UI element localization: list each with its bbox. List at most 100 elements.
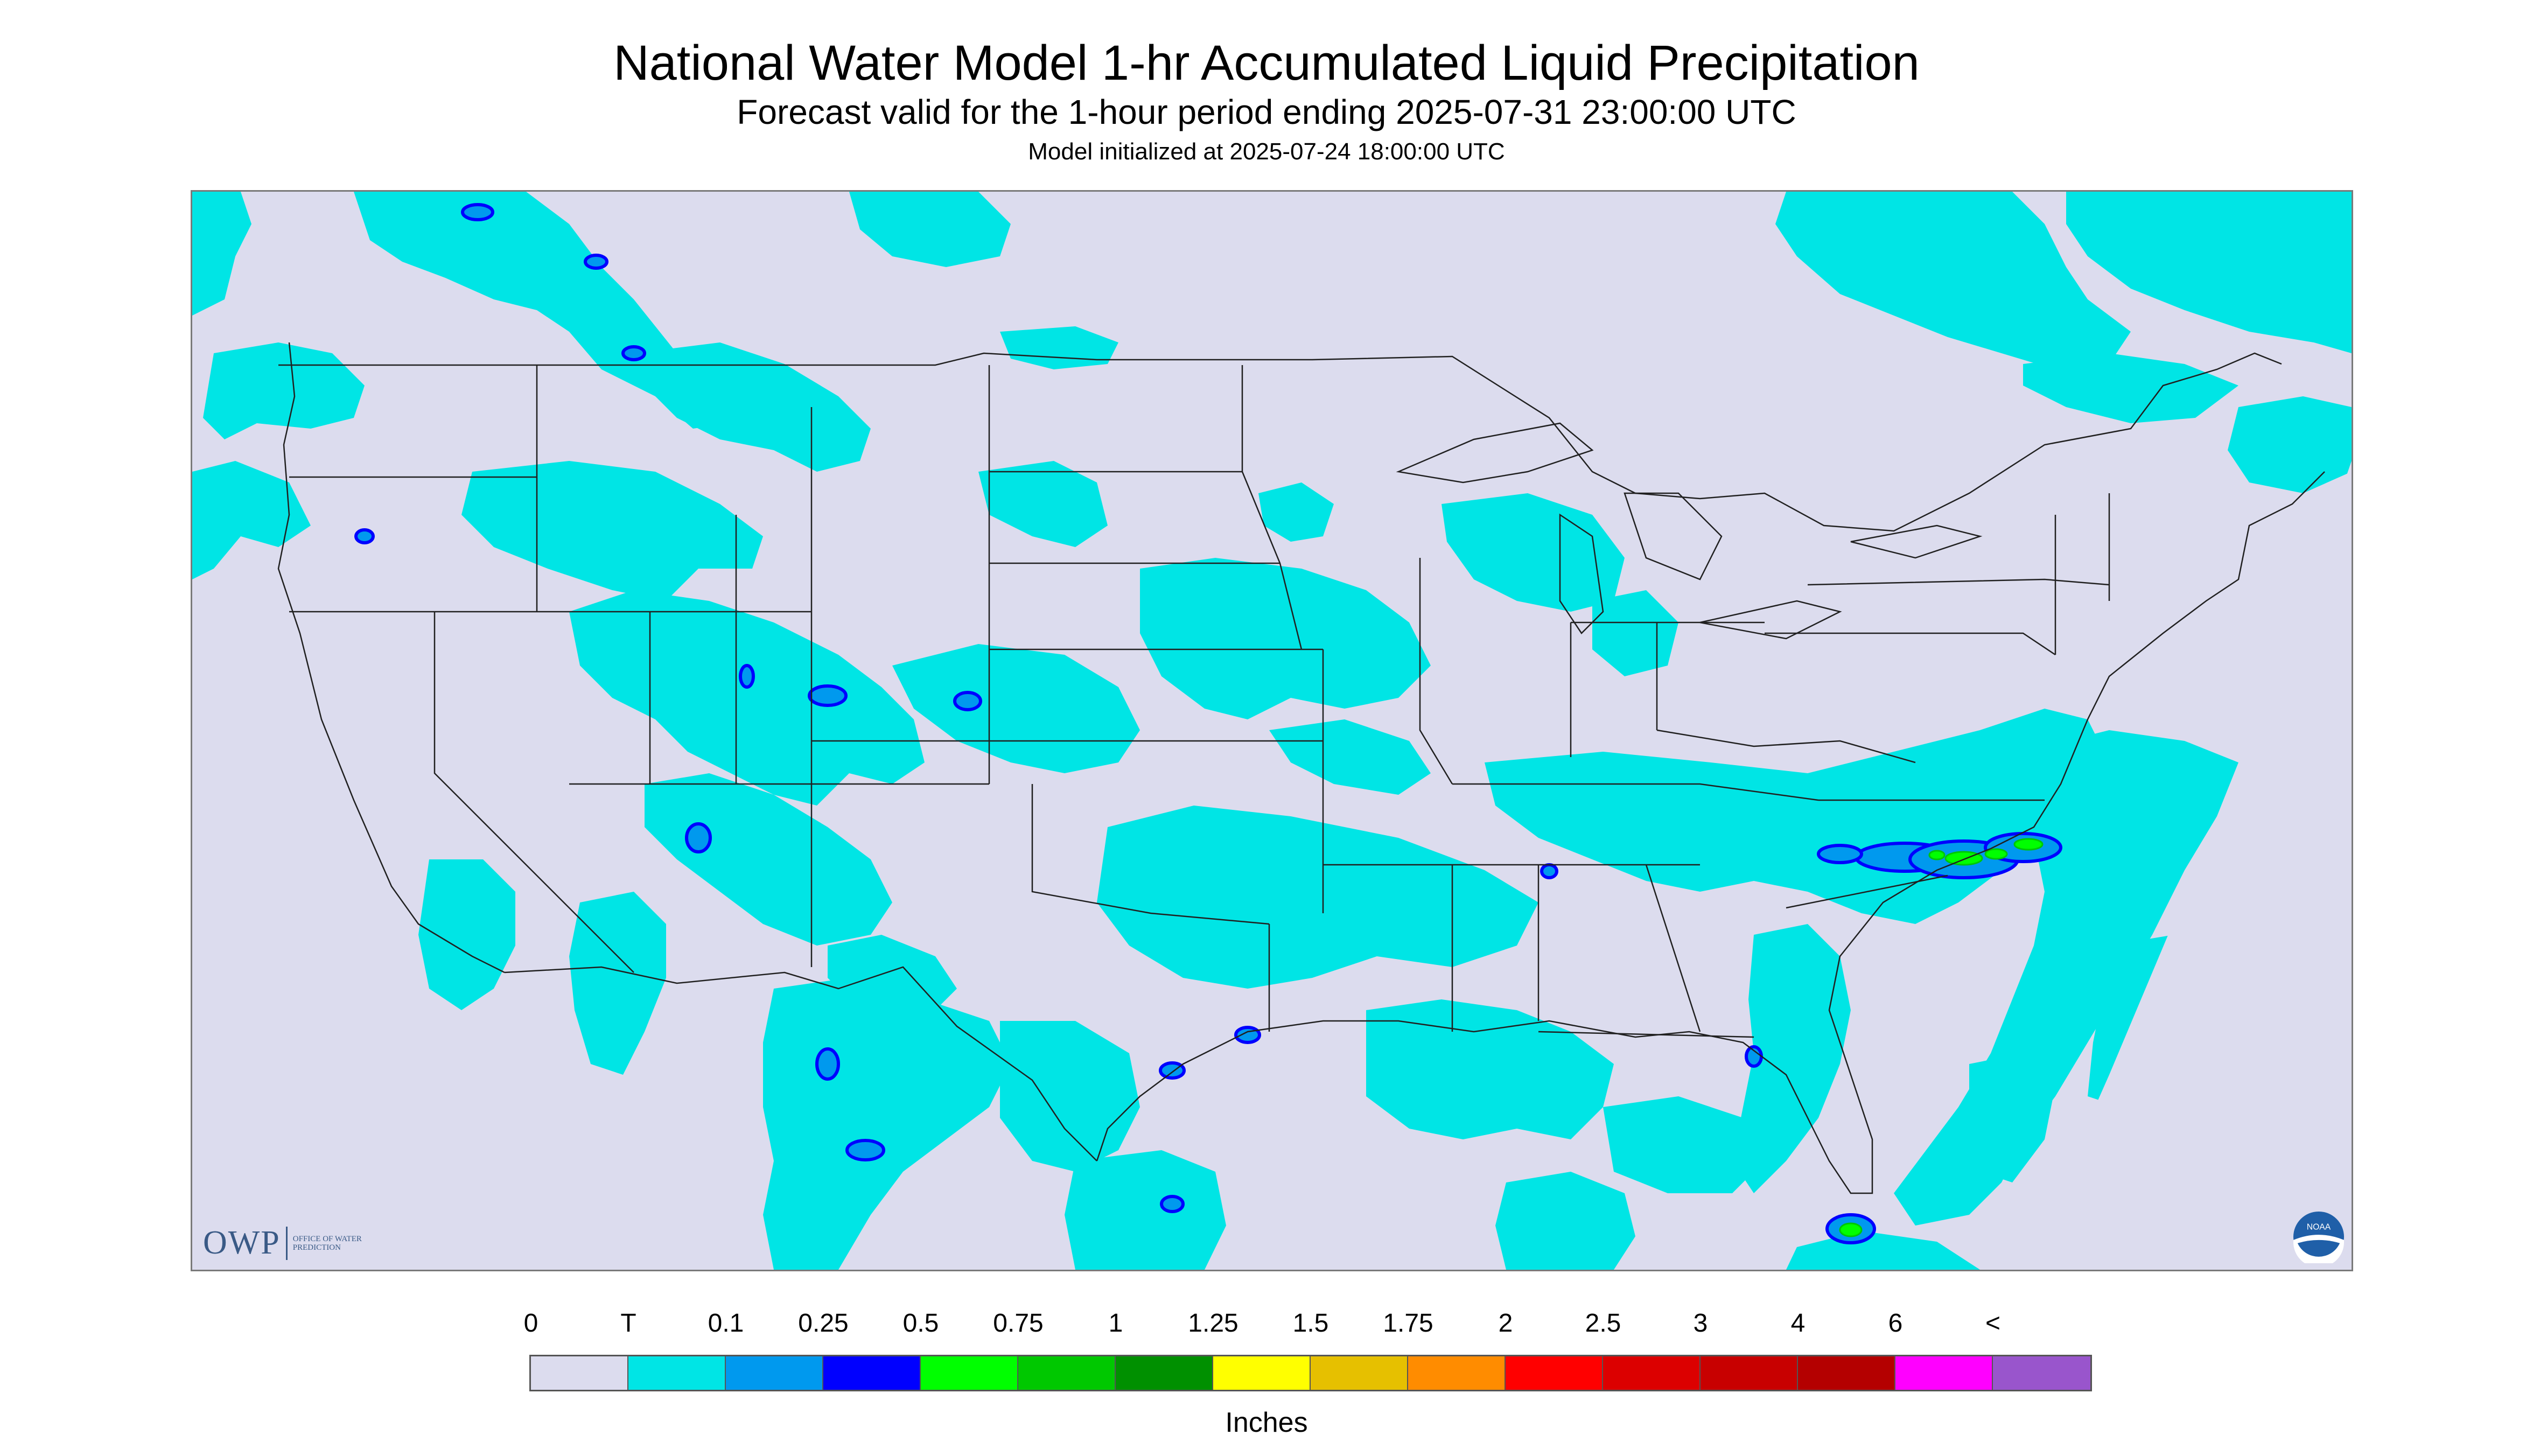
legend-labels: 0 T 0.1 0.25 0.5 0.75 1 1.25 1.5 1.75 2 2.5 3 4 6 < — [524, 1308, 2005, 1341]
legend-swatch — [1018, 1356, 1116, 1390]
precip-region — [1603, 1096, 1765, 1193]
legend-swatch — [1506, 1356, 1603, 1390]
precip-core — [1745, 1045, 1763, 1068]
precip-core — [815, 1047, 840, 1081]
precip-region — [569, 590, 925, 806]
state-line — [1765, 632, 2056, 656]
west-coast — [277, 342, 505, 974]
state-line — [1786, 874, 1948, 909]
legend-label: 4 — [1790, 1309, 1806, 1338]
us-mexico-border — [504, 966, 1097, 1161]
precip-core — [1817, 844, 1863, 864]
legend-label: 0.5 — [902, 1309, 939, 1338]
legend-label: 1.75 — [1383, 1309, 1433, 1338]
legend-swatch — [1701, 1356, 1798, 1390]
state-line — [1419, 558, 1453, 785]
legend-label: < — [1985, 1309, 2001, 1338]
legend-label: 1 — [1108, 1309, 1123, 1338]
legend-color-bar — [529, 1355, 2092, 1391]
noaa-logo-text: NOAA — [2307, 1222, 2331, 1231]
legend-swatch — [1311, 1356, 1408, 1390]
precip-region — [1065, 1150, 1226, 1270]
precip-region — [354, 192, 731, 429]
state-line — [1656, 729, 1916, 764]
legend-label: 3 — [1693, 1309, 1708, 1338]
legend-label: 2.5 — [1585, 1309, 1621, 1338]
precip-region — [1097, 806, 1538, 989]
legend-swatch — [823, 1356, 921, 1390]
legend-swatch — [531, 1356, 628, 1390]
precip-core — [621, 345, 646, 361]
precip-core — [584, 254, 608, 270]
great-lakes-outline — [1559, 513, 1604, 634]
precip-core-green — [2013, 838, 2044, 851]
precip-region — [1775, 192, 2131, 369]
legend-label: 0.1 — [708, 1309, 744, 1338]
state-line — [433, 612, 634, 973]
owp-logo-text: OFFICE OF WATER PREDICTION — [292, 1234, 362, 1252]
us-canada-border — [278, 352, 2282, 532]
legend-swatch — [1116, 1356, 1213, 1390]
out-of-domain-left — [192, 579, 472, 1270]
precip-core — [1160, 1195, 1185, 1213]
legend-label: 1.25 — [1188, 1309, 1238, 1338]
legend-swatch — [921, 1356, 1018, 1390]
precipitation-map — [192, 192, 2352, 1270]
great-lakes-outline — [1624, 492, 1723, 580]
state-line — [1645, 864, 1701, 1032]
precip-core — [1540, 863, 1558, 879]
precip-region — [978, 461, 1108, 547]
noaa-logo: NOAA — [2293, 1211, 2345, 1263]
precip-region — [192, 192, 251, 316]
precip-core — [1159, 1061, 1186, 1080]
precip-region — [1732, 924, 1851, 1193]
precip-region — [569, 892, 666, 1075]
map-title: National Water Model 1-hr Accumulated Li… — [613, 36, 1920, 90]
precip-region — [645, 773, 892, 946]
gulf-coast — [1096, 471, 2325, 1194]
precip-core-green — [1984, 848, 2008, 860]
legend-swatch — [1408, 1356, 1506, 1390]
precip-core — [1234, 1026, 1261, 1044]
precip-region — [1495, 1172, 1635, 1270]
legend-swatch — [1798, 1356, 1895, 1390]
state-line — [1807, 578, 2110, 586]
legend-swatch — [1603, 1356, 1701, 1390]
precip-region — [1000, 1021, 1140, 1172]
legend-swatch — [1895, 1356, 1993, 1390]
legend-label: 0.75 — [993, 1309, 1044, 1338]
map-frame: OWP OFFICE OF WATER PREDICTION NOAA — [191, 190, 2353, 1271]
precip-core — [808, 684, 848, 707]
precip-core — [685, 822, 712, 853]
owp-logo: OWP OFFICE OF WATER PREDICTION — [203, 1224, 374, 1262]
out-of-domain-right — [2023, 461, 2352, 1270]
legend-units: Inches — [1225, 1407, 1308, 1438]
precip-core-green — [1928, 850, 1946, 860]
precip-core-green — [1839, 1222, 1863, 1237]
precip-core — [845, 1139, 885, 1161]
precip-region — [418, 859, 515, 1010]
legend-label: 1.5 — [1292, 1309, 1329, 1338]
legend-label: 0.25 — [798, 1309, 849, 1338]
legend-swatch — [628, 1356, 726, 1390]
legend-swatch — [1213, 1356, 1311, 1390]
state-line — [1452, 783, 1819, 801]
precip-region — [1269, 719, 1431, 795]
model-initialized-text: Model initialized at 2025-07-24 18:00:00… — [1028, 138, 1505, 165]
precip-region — [192, 461, 311, 579]
precip-core — [739, 664, 755, 689]
legend-swatch — [726, 1356, 823, 1390]
precip-region — [1258, 482, 1334, 542]
precip-region — [1140, 558, 1431, 719]
precip-region — [2066, 192, 2352, 353]
legend-label: 6 — [1888, 1309, 1903, 1338]
legend-swatch — [1993, 1356, 2090, 1390]
precip-region — [2023, 353, 2238, 423]
forecast-valid-subtitle: Forecast valid for the 1-hour period end… — [737, 93, 1796, 131]
precip-region — [849, 192, 1011, 267]
precip-region — [203, 342, 365, 439]
state-line — [1241, 365, 1303, 650]
precip-core — [461, 203, 494, 221]
precip-core — [953, 691, 982, 711]
